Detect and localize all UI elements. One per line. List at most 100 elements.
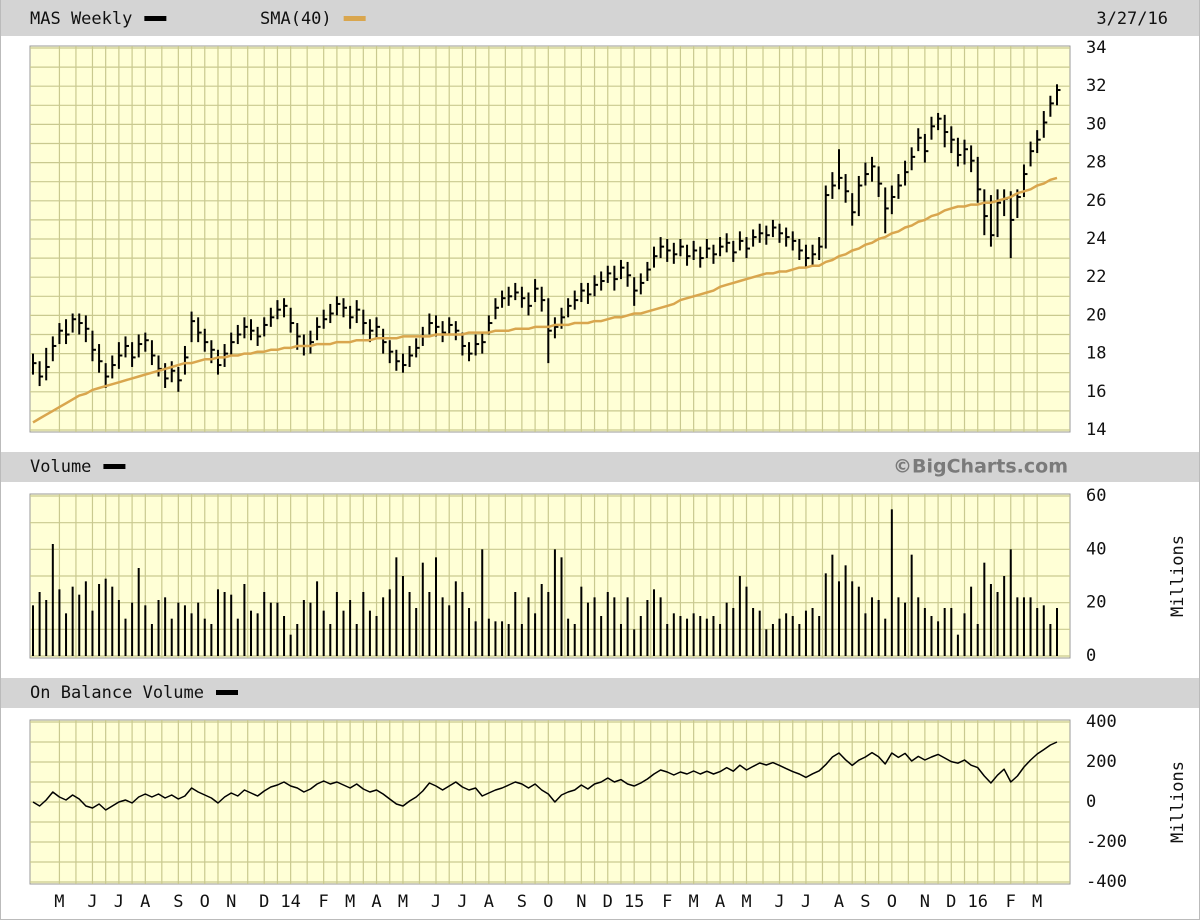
x-tick-label: M bbox=[1032, 892, 1042, 912]
volume-bar bbox=[593, 597, 596, 656]
volume-bar bbox=[461, 592, 464, 656]
x-tick-label: 16 bbox=[967, 892, 987, 912]
legend-label: Volume bbox=[30, 457, 91, 477]
volume-bar bbox=[1036, 608, 1039, 656]
volume-bar bbox=[474, 621, 477, 656]
x-tick-label: 15 bbox=[624, 892, 644, 912]
volume-bar bbox=[514, 592, 517, 656]
volume-bar bbox=[1042, 605, 1045, 656]
volume-bar bbox=[111, 586, 114, 656]
volume-bar bbox=[104, 578, 107, 656]
volume-bar bbox=[904, 602, 907, 656]
x-tick-label: A bbox=[371, 892, 381, 912]
volume-bar bbox=[956, 634, 959, 656]
x-tick-label: M bbox=[689, 892, 699, 912]
volume-bar bbox=[831, 554, 834, 656]
volume-bar bbox=[441, 597, 444, 656]
volume-bar bbox=[243, 584, 246, 656]
volume-bar bbox=[871, 597, 874, 656]
volume-bar bbox=[910, 554, 913, 656]
x-tick-label: N bbox=[576, 892, 586, 912]
volume-bar bbox=[91, 610, 94, 656]
volume-bar bbox=[798, 624, 801, 656]
x-tick-label: J bbox=[114, 892, 124, 912]
x-tick-label: J bbox=[774, 892, 784, 912]
volume-bar bbox=[236, 618, 239, 656]
date: 3/27/16 bbox=[1096, 9, 1168, 29]
volume-bar bbox=[144, 605, 147, 656]
x-tick-label: D bbox=[603, 892, 613, 912]
volume-bar bbox=[752, 608, 755, 656]
y-tick-label: 16 bbox=[1086, 382, 1106, 402]
x-tick-label: D bbox=[259, 892, 269, 912]
volume-bar bbox=[342, 610, 345, 656]
volume-bar bbox=[666, 624, 669, 656]
volume-bar bbox=[58, 589, 61, 656]
x-tick-label: J bbox=[801, 892, 811, 912]
series-line bbox=[32, 741, 1058, 811]
x-tick-label: M bbox=[345, 892, 355, 912]
volume-bar bbox=[613, 597, 616, 656]
volume-bar bbox=[778, 618, 781, 656]
legend-label: On Balance Volume bbox=[30, 683, 204, 703]
volume-bar bbox=[263, 592, 266, 656]
volume-bar bbox=[725, 602, 728, 656]
volume-bar bbox=[481, 549, 484, 656]
volume-bar bbox=[289, 634, 292, 656]
y-tick-label: 22 bbox=[1086, 267, 1106, 287]
y-tick-label: 200 bbox=[1086, 752, 1117, 772]
x-tick-label: J bbox=[87, 892, 97, 912]
volume-bar bbox=[51, 544, 54, 656]
volume-bar bbox=[580, 586, 583, 656]
volume-bar bbox=[553, 549, 556, 656]
volume-bar bbox=[937, 621, 940, 656]
y-tick-label: 14 bbox=[1086, 420, 1106, 440]
volume-bar bbox=[732, 608, 735, 656]
volume-bar bbox=[851, 581, 854, 656]
volume-bar bbox=[309, 602, 312, 656]
y-tick-label: -400 bbox=[1086, 872, 1127, 892]
volume-bar bbox=[375, 616, 378, 656]
y-tick-label: 40 bbox=[1086, 539, 1106, 559]
volume-bar bbox=[421, 562, 424, 656]
volume-bar bbox=[844, 565, 847, 656]
volume-bar bbox=[487, 618, 490, 656]
volume-bar bbox=[448, 605, 451, 656]
volume-bar bbox=[434, 557, 437, 656]
volume-bar bbox=[989, 584, 992, 656]
volume-bar bbox=[950, 608, 953, 656]
volume-bar bbox=[659, 597, 662, 656]
x-tick-label: S bbox=[517, 892, 527, 912]
x-tick-label: O bbox=[200, 892, 210, 912]
volume-bar bbox=[712, 616, 715, 656]
volume-bar bbox=[71, 586, 74, 656]
y-tick-label: 400 bbox=[1086, 712, 1117, 732]
volume-bar bbox=[276, 602, 279, 656]
volume-bar bbox=[501, 621, 504, 656]
volume-bar bbox=[401, 576, 404, 656]
volume-bar bbox=[415, 608, 418, 656]
volume-bar bbox=[970, 586, 973, 656]
volume-bar bbox=[606, 592, 609, 656]
volume-bar bbox=[269, 602, 272, 656]
volume-bar bbox=[917, 597, 920, 656]
y-tick-label: 26 bbox=[1086, 191, 1106, 211]
volume-bar bbox=[567, 618, 570, 656]
volume-bar bbox=[428, 592, 431, 656]
volume-bar bbox=[884, 618, 887, 656]
volume-bar bbox=[719, 624, 722, 656]
volume-bar bbox=[150, 624, 153, 656]
volume-bar bbox=[32, 605, 34, 656]
x-tick-label: M bbox=[398, 892, 408, 912]
y-tick-label: 20 bbox=[1086, 305, 1106, 325]
volume-bar bbox=[395, 557, 398, 656]
x-tick-label: A bbox=[715, 892, 725, 912]
header-bar bbox=[1, 0, 1199, 36]
volume-bar bbox=[124, 618, 127, 656]
volume-bar bbox=[540, 584, 543, 656]
header-bar bbox=[1, 452, 1199, 482]
volume-bar bbox=[117, 600, 120, 656]
volume-bar bbox=[890, 509, 893, 656]
y-tick-label: 20 bbox=[1086, 593, 1106, 613]
